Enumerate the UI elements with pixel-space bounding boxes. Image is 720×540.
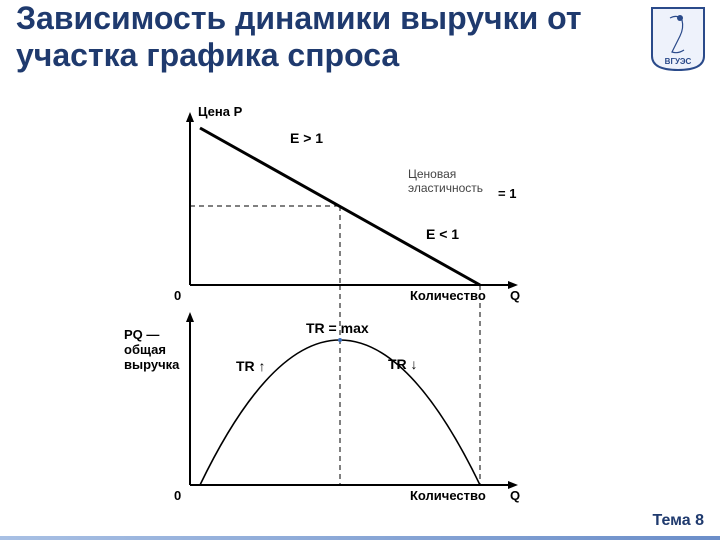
bot-q-label: Q (510, 488, 520, 503)
label-e-lt1: E < 1 (426, 226, 459, 242)
label-e-gt1: E > 1 (290, 130, 323, 146)
footer-bar (0, 536, 720, 540)
footer-topic: Тема 8 (652, 512, 704, 530)
university-logo: ВГУЭС (650, 6, 706, 72)
bot-y-label: PQ — общая выручка (124, 328, 179, 373)
label-eq1: = 1 (498, 186, 516, 201)
bot-zero: 0 (174, 488, 181, 503)
bottom-panel (186, 285, 518, 489)
label-elasticity: Ценовая эластичность (408, 168, 483, 196)
logo-text: ВГУЭС (665, 57, 692, 66)
top-panel (186, 112, 518, 289)
label-tr-max: TR = max (306, 320, 369, 336)
top-q-label: Q (510, 288, 520, 303)
top-y-arrow (186, 112, 194, 122)
bot-y-arrow (186, 312, 194, 322)
top-zero: 0 (174, 288, 181, 303)
chart-container: Цена P Количество Q 0 E > 1 Ценовая элас… (150, 110, 550, 510)
top-y-label: Цена P (198, 104, 242, 119)
top-x-label: Количество (410, 288, 486, 303)
label-tr-up: TR ↑ (236, 358, 266, 374)
elasticity-chart (150, 110, 550, 510)
bot-x-label: Количество (410, 488, 486, 503)
label-tr-down: TR ↓ (388, 356, 418, 372)
max-point (338, 338, 342, 342)
slide-title: Зависимость динамики выручки от участка … (16, 0, 616, 74)
